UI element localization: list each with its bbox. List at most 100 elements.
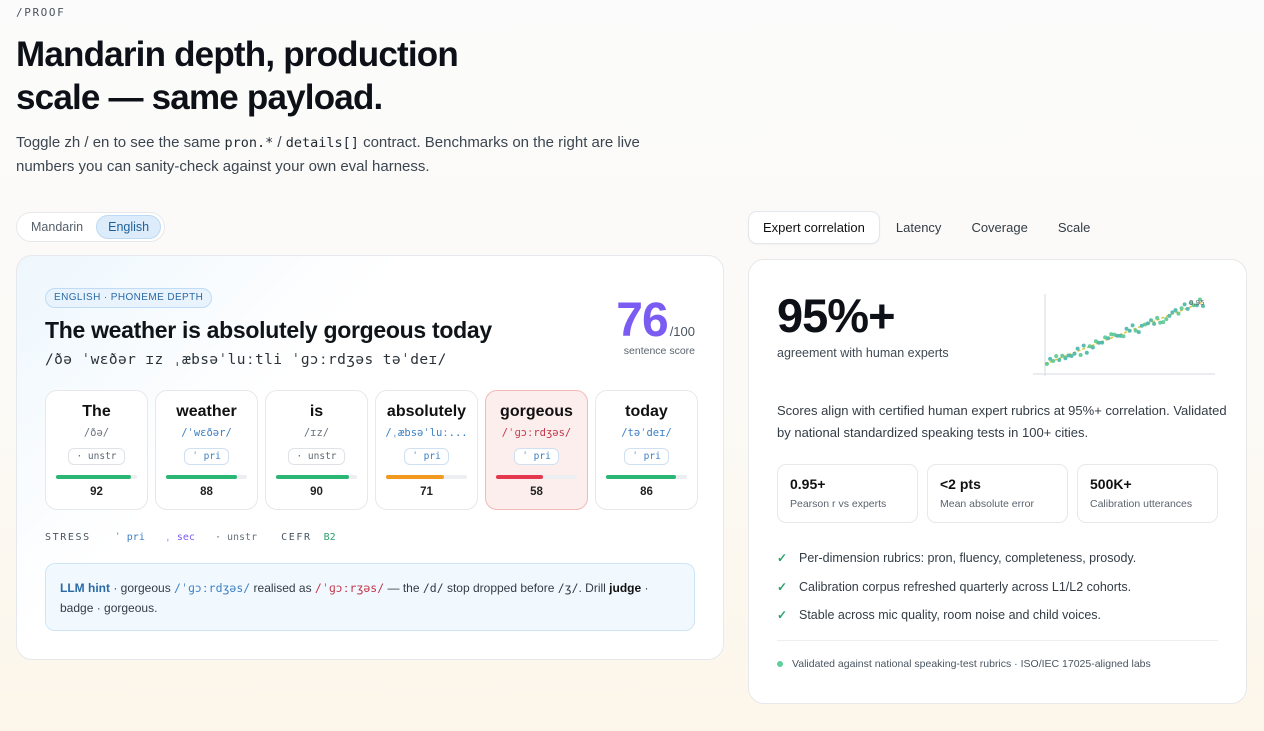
- score-bar: [496, 475, 577, 479]
- word-card[interactable]: today /təˈdeɪ/ ˈ pri 86: [595, 390, 698, 510]
- scatter-point: [1090, 345, 1095, 350]
- scatter-point: [1081, 343, 1086, 348]
- hint-text: — the: [384, 581, 423, 595]
- score-value: 76: [616, 294, 668, 347]
- scatter-point: [1097, 340, 1101, 345]
- scatter-point: [1152, 321, 1157, 326]
- stat-label: Mean absolute error: [940, 498, 1034, 510]
- word-card[interactable]: weather /ˈwɛðər/ ˈ pri 88: [155, 390, 258, 510]
- scatter-points: [1045, 297, 1205, 366]
- word-score: 92: [90, 486, 103, 498]
- language-toggle: Mandarin English: [16, 212, 166, 242]
- score-bar-fill: [276, 475, 349, 479]
- word-score: 88: [200, 486, 213, 498]
- status-dot-icon: [777, 661, 783, 667]
- word-card[interactable]: is /ɪz/ · unstr 90: [265, 390, 368, 510]
- scatter-point: [1106, 336, 1111, 341]
- lede-text: contract. Benchmarks on the right are li…: [16, 134, 640, 175]
- word-ipa: /ˈɡɔːrdʒəs/: [501, 427, 572, 439]
- footnote-text: Validated against national speaking-test…: [792, 658, 1151, 670]
- stat-label: Pearson r vs experts: [790, 498, 887, 510]
- scatter-point: [1173, 308, 1178, 313]
- hint-ipa-expected: /ˈɡɔːrdʒəs/: [174, 581, 251, 595]
- tab-expert-correlation[interactable]: Expert correlation: [748, 211, 880, 244]
- scatter-point: [1197, 297, 1202, 302]
- stat-card: 500K+ Calibration utterances: [1077, 464, 1218, 523]
- scatter-point: [1158, 320, 1163, 325]
- eyebrow: /PROOF: [16, 6, 66, 19]
- scatter-point: [1075, 346, 1080, 351]
- scatter-point: [1054, 354, 1059, 359]
- scatter-point: [1179, 306, 1184, 311]
- hint-phone: /ʒ/: [557, 581, 579, 595]
- hint-text: · gorgeous: [109, 581, 175, 595]
- hint-label: LLM hint: [60, 581, 110, 595]
- scatter-point: [1133, 328, 1138, 333]
- stress-legend: STRESS ˈ pri ˌ sec · unstr CEFR B2: [45, 532, 336, 543]
- score-bar-fill: [606, 475, 676, 479]
- hint-text: realised as: [250, 581, 315, 595]
- stat-card: 0.95+ Pearson r vs experts: [777, 464, 918, 523]
- stat-value: 500K+: [1090, 476, 1132, 492]
- scatter-point: [1057, 358, 1062, 362]
- check-icon: ✓: [777, 579, 788, 594]
- scatter-point: [1100, 340, 1105, 345]
- scatter-point: [1155, 315, 1160, 320]
- word-ipa: /ˈwɛðər/: [181, 427, 232, 439]
- scatter-point: [1045, 361, 1049, 366]
- lede-code: details[]: [285, 135, 359, 151]
- word-card-flagged[interactable]: gorgeous /ˈɡɔːrdʒəs/ ˈ pri 58: [485, 390, 588, 510]
- lede-code: pron.*: [224, 135, 274, 151]
- score-bar-fill: [56, 475, 131, 479]
- scatter-point: [1201, 304, 1205, 308]
- scatter-point: [1194, 303, 1199, 308]
- lang-mandarin-button[interactable]: Mandarin: [31, 220, 84, 234]
- scatter-point: [1167, 313, 1172, 318]
- tab-coverage[interactable]: Coverage: [971, 220, 1028, 235]
- lang-english-button[interactable]: English: [96, 215, 162, 239]
- stress-chip: ˈ pri: [514, 448, 559, 465]
- word-ipa: /təˈdeɪ/: [621, 427, 672, 439]
- word-text: today: [625, 403, 668, 420]
- plot-r-label: 0.95: [1189, 299, 1205, 307]
- word-card[interactable]: The /ðə/ · unstr 92: [45, 390, 148, 510]
- stat-value: 0.95+: [790, 476, 826, 492]
- stat-card: <2 pts Mean absolute error: [927, 464, 1068, 523]
- scatter-point: [1051, 359, 1056, 363]
- check-text: Stable across mic quality, room noise an…: [799, 608, 1101, 623]
- hint-ipa-actual: /ˈɡɔːrʒəs/: [314, 581, 385, 595]
- correlation-scatter-plot: 0.95: [1033, 294, 1215, 376]
- scatter-point: [1127, 328, 1132, 333]
- word-card[interactable]: absolutely /ˌæbsəˈluː... ˈ pri 71: [375, 390, 478, 510]
- agreement-value: 95%+: [777, 289, 896, 342]
- scatter-point: [1078, 353, 1083, 357]
- tab-latency[interactable]: Latency: [895, 220, 942, 235]
- scatter-point: [1103, 335, 1108, 340]
- word-text: weather: [176, 403, 237, 420]
- scatter-point: [1176, 311, 1181, 316]
- scatter-point: [1149, 318, 1153, 323]
- scatter-point: [1142, 322, 1147, 327]
- scatter-point: [1185, 306, 1190, 311]
- scatter-point: [1112, 332, 1117, 337]
- scatter-point: [1130, 323, 1135, 328]
- pronunciation-demo-card: ENGLISH · PHONEME DEPTH The weather is a…: [16, 255, 724, 660]
- hint-text: . Drill: [578, 581, 610, 595]
- score-bar: [166, 475, 247, 479]
- hint-text: stop dropped before: [443, 581, 558, 595]
- legend-stress-label: STRESS: [45, 532, 91, 543]
- score-bar: [56, 475, 137, 479]
- word-score: 86: [640, 486, 653, 498]
- scatter-point: [1161, 320, 1166, 325]
- tab-scale[interactable]: Scale: [1057, 220, 1091, 235]
- scatter-point: [1139, 323, 1144, 328]
- scatter-point: [1118, 333, 1123, 338]
- scatter-point: [1087, 344, 1092, 349]
- word-cards: The /ðə/ · unstr 92 weather /ˈwɛðər/ ˈ p…: [45, 390, 698, 510]
- scatter-point: [1048, 356, 1053, 361]
- score-label: sentence score: [623, 345, 695, 357]
- legend-unstressed: · unstr: [214, 532, 258, 543]
- scatter-point: [1136, 330, 1141, 335]
- scatter-point: [1072, 351, 1077, 356]
- score-denominator: /100: [669, 324, 695, 339]
